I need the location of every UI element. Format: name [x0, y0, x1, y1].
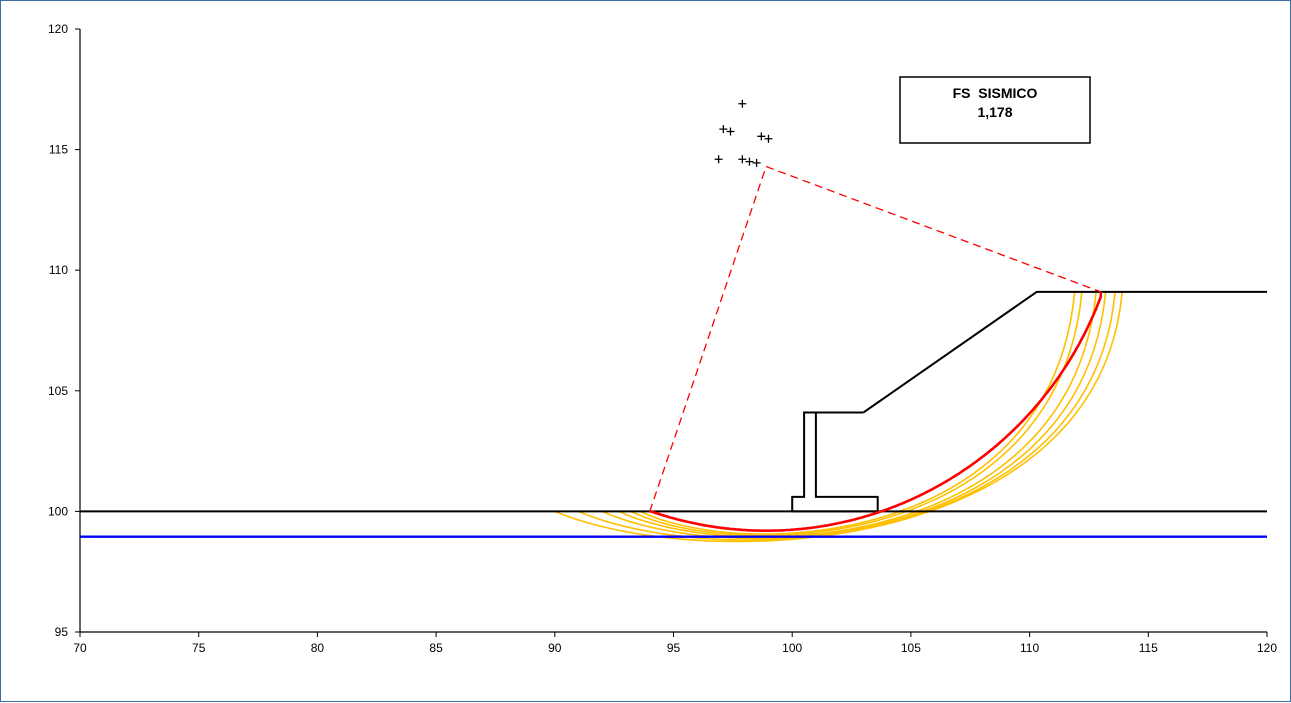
radius-lines	[649, 165, 1102, 512]
fs-box-value: 1,178	[977, 104, 1012, 120]
y-tick-label: 115	[49, 143, 68, 157]
fs-box-border	[899, 76, 1091, 144]
y-tick-label: 105	[48, 384, 68, 398]
fs-box-title: FS SISMICO	[953, 85, 1038, 101]
x-tick-label: 100	[782, 641, 802, 655]
center-point	[745, 157, 754, 166]
trial-surface	[630, 291, 1083, 537]
x-tick-label: 90	[548, 641, 562, 655]
center-point	[757, 132, 766, 141]
x-tick-label: 110	[1020, 641, 1039, 655]
y-tick-label: 110	[49, 263, 68, 277]
x-tick-label: 95	[667, 641, 681, 655]
trial-surface	[618, 291, 1097, 538]
x-tick-label: 115	[1139, 641, 1158, 655]
trial-surface	[578, 291, 1116, 541]
x-tick-label: 120	[1257, 641, 1277, 655]
center-point	[738, 155, 747, 164]
fs-box: FS SISMICO 1,178	[899, 76, 1091, 144]
center-point	[752, 158, 761, 167]
center-point	[719, 125, 728, 134]
retaining-wall	[791, 411, 879, 513]
center-point	[738, 99, 747, 108]
ground-line-slope	[862, 290, 1267, 414]
trial-surface	[601, 291, 1107, 540]
axes: 70 75 80 85 90 95 100 105 110 115 120 95 100 105 110 11…	[48, 22, 1277, 655]
structure-layer	[80, 165, 1267, 538]
y-tick-label: 95	[55, 625, 69, 639]
x-tick-label: 80	[311, 641, 325, 655]
marks	[714, 99, 773, 167]
critical-surface	[649, 291, 1103, 533]
x-tick-label: 105	[901, 641, 921, 655]
x-tick-label: 85	[429, 641, 443, 655]
center-point	[726, 127, 735, 136]
center-point	[764, 134, 773, 143]
x-tick-label: 70	[73, 641, 87, 655]
trial-surfaces	[554, 291, 1123, 543]
y-tick-label: 100	[48, 504, 68, 518]
x-tick-label: 75	[192, 641, 206, 655]
center-point	[714, 155, 723, 164]
y-tick-label: 120	[48, 22, 68, 36]
